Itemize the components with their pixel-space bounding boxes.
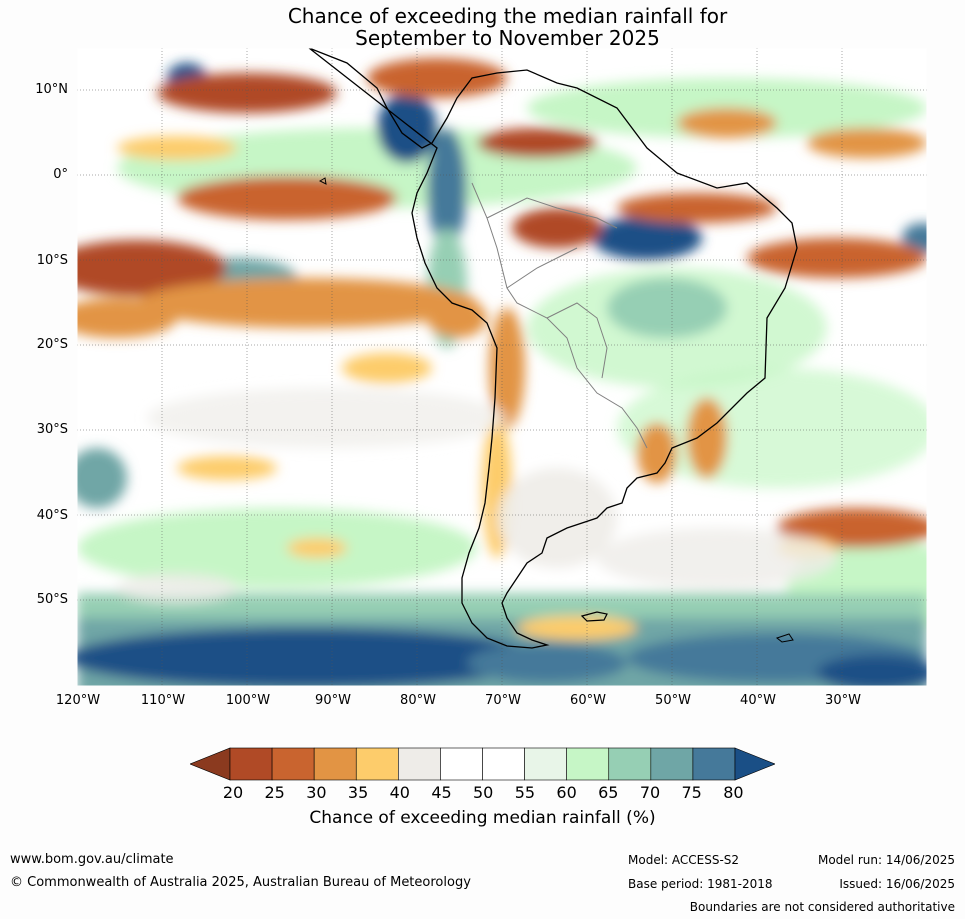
lat-label-0: 0°: [53, 167, 68, 182]
lat-label-30s: 30°S: [36, 422, 68, 437]
colorbar-extend-low: [190, 747, 231, 781]
rainfall-map: [77, 48, 927, 686]
lat-label-50s: 50°S: [36, 592, 68, 607]
map-title-line1: Chance of exceeding the median rainfall …: [287, 4, 728, 28]
footer-base-period: Base period: 1981-2018: [628, 877, 773, 891]
lat-label-10n: 10°N: [35, 82, 68, 97]
lon-label-100w: 100°W: [225, 693, 271, 708]
colorbar-cell: [313, 747, 357, 781]
colorbar-tick: 35: [347, 783, 369, 802]
lat-label-20s: 20°S: [36, 337, 68, 352]
footer-url: www.bom.gov.au/climate: [10, 852, 174, 867]
colorbar-cell: [566, 747, 610, 781]
colorbar-tick: 75: [681, 783, 702, 802]
footer-model: Model: ACCESS-S2: [628, 853, 740, 867]
colorbar-tick: 25: [264, 783, 285, 802]
lat-label-10s: 10°S: [36, 253, 68, 268]
lon-label-60w: 60°W: [570, 693, 606, 708]
colorbar-cell: [650, 747, 694, 781]
lon-label-40w: 40°W: [740, 693, 776, 708]
colorbar-cell: [692, 747, 736, 781]
colorbar-tick: 45: [431, 783, 452, 802]
galapagos: [318, 177, 327, 185]
lon-label-50w: 50°W: [655, 693, 691, 708]
footer-model-run: Model run: 14/06/2025: [817, 853, 955, 867]
footer-issued: Issued: 16/06/2025: [839, 877, 955, 891]
colorbar: [190, 747, 775, 781]
lon-label-90w: 90°W: [315, 693, 351, 708]
colorbar-cell: [482, 747, 525, 781]
colorbar-cell: [440, 747, 483, 781]
lon-label-70w: 70°W: [485, 693, 521, 708]
colorbar-cell: [355, 747, 399, 781]
colorbar-tick: 60: [556, 783, 577, 802]
footer-copyright: © Commonwealth of Australia 2025, Austra…: [10, 875, 471, 890]
colorbar-tick: 80: [723, 783, 744, 802]
lon-label-110w: 110°W: [140, 693, 186, 708]
map-title-line2: September to November 2025: [355, 26, 660, 50]
lon-label-120w: 120°W: [55, 693, 101, 708]
south-america-coastline: [308, 48, 798, 649]
graticule: [77, 48, 927, 686]
colorbar-cell: [398, 747, 441, 781]
colorbar-cell: [608, 747, 652, 781]
colorbar-extend-high: [734, 747, 775, 781]
colorbar-tick: 55: [514, 783, 536, 802]
colorbar-cell: [524, 747, 567, 781]
lon-label-80w: 80°W: [400, 693, 436, 708]
footer-disclaimer: Boundaries are not considered authoritat…: [689, 900, 955, 914]
falkland-islands: [580, 611, 608, 622]
colorbar-tick: 65: [598, 783, 619, 802]
colorbar-tick: 50: [473, 783, 494, 802]
lat-label-40s: 40°S: [36, 508, 68, 523]
colorbar-tick: 70: [639, 783, 661, 802]
south-georgia: [775, 633, 794, 643]
colorbar-label: Chance of exceeding median rainfall (%): [309, 808, 656, 828]
colorbar-tick: 30: [306, 783, 327, 802]
country-borders: [471, 182, 648, 449]
colorbar-cell: [271, 747, 315, 781]
colorbar-tick: 40: [389, 783, 410, 802]
colorbar-cell: [229, 747, 273, 781]
lon-label-30w: 30°W: [825, 693, 861, 708]
colorbar-tick: 20: [222, 783, 244, 802]
